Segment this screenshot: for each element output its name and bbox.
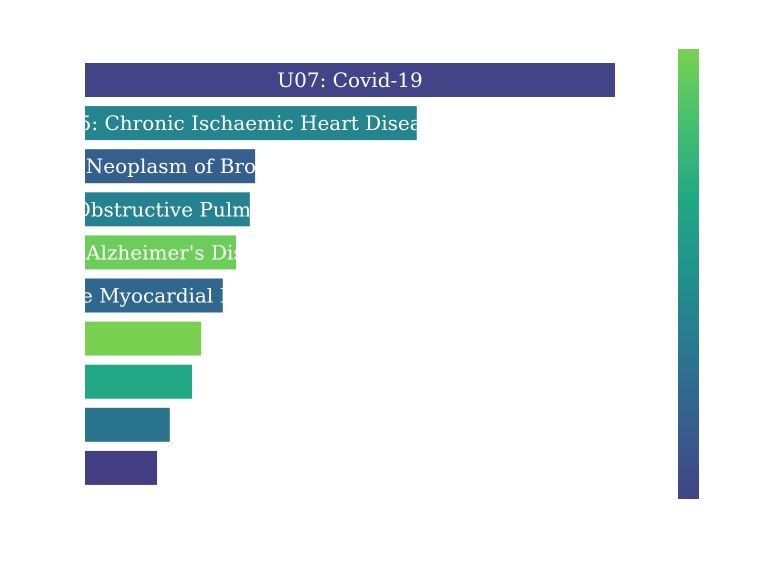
colorbar: [678, 49, 699, 499]
bar-group: U07: Covid-19: [85, 63, 615, 97]
bar-label: J44: Chronic Obstructive Pulmonary Disea…: [0, 197, 394, 221]
bar-group: G30: Alzheimer's Disease: [32, 235, 290, 269]
bars-layer: U07: Covid-19 I25: Chronic Ischaemic Hear…: [0, 63, 615, 485]
bar: [85, 408, 170, 442]
bar-group: J44: Chronic Obstructive Pulmonary Disea…: [0, 192, 394, 226]
bar-group: I25: Chronic Ischaemic Heart Disease: [58, 106, 444, 140]
bar-label: C34: Malignant Neoplasm of Bronchus and …: [0, 154, 418, 178]
bar: [85, 322, 201, 356]
bar-label: I21: Acute Myocardial Infarction: [0, 284, 320, 308]
bar: [85, 365, 192, 399]
bar-group: [85, 322, 201, 356]
bar-group: I21: Acute Myocardial Infarction: [0, 279, 320, 313]
bar-label: I25: Chronic Ischaemic Heart Disease: [58, 111, 444, 135]
bar-group: C34: Malignant Neoplasm of Bronchus and …: [0, 149, 418, 183]
bar-label: U07: Covid-19: [277, 68, 422, 92]
bar-group: [85, 408, 170, 442]
bar-group: [85, 451, 157, 485]
bar: [85, 451, 157, 485]
bar-label: G30: Alzheimer's Disease: [32, 240, 290, 264]
bar-group: [85, 365, 192, 399]
